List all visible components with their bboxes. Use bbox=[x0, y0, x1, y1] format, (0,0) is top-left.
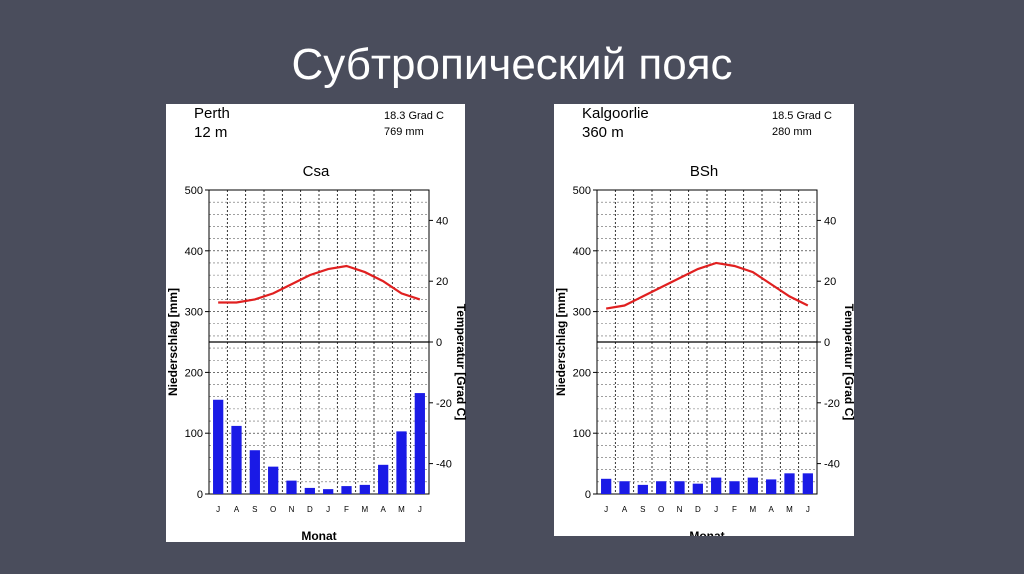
y-tick-label: 200 bbox=[573, 367, 591, 379]
month-label: A bbox=[380, 505, 386, 514]
y2-tick-label: 20 bbox=[436, 276, 448, 288]
precipitation-bar bbox=[323, 489, 334, 494]
annual-precipitation: 769 mm bbox=[384, 126, 424, 138]
y-tick-label: 100 bbox=[573, 428, 591, 440]
y-tick-label: 300 bbox=[185, 307, 203, 319]
month-label: A bbox=[622, 505, 628, 514]
precipitation-bar bbox=[231, 425, 242, 494]
mean-temperature: 18.5 Grad C bbox=[772, 110, 832, 122]
station-name: Kalgoorlie bbox=[582, 105, 649, 122]
precipitation-bar bbox=[729, 481, 740, 494]
climate-class: BSh bbox=[690, 163, 718, 180]
month-label: M bbox=[786, 505, 793, 514]
station-elevation: 360 m bbox=[582, 124, 624, 141]
precipitation-bar bbox=[213, 399, 224, 494]
month-label: J bbox=[714, 505, 718, 514]
y2-tick-label: 20 bbox=[824, 276, 836, 288]
month-label: J bbox=[604, 505, 608, 514]
precipitation-bar bbox=[784, 473, 795, 494]
y2-tick-label: 0 bbox=[824, 337, 830, 349]
y2-tick-label: 40 bbox=[436, 215, 448, 227]
month-label: J bbox=[326, 505, 330, 514]
precipitation-bar bbox=[766, 479, 777, 494]
x-axis-title: Monat bbox=[301, 529, 336, 542]
annual-precipitation: 280 mm bbox=[772, 126, 812, 138]
month-label: S bbox=[252, 505, 257, 514]
precipitation-bar bbox=[601, 478, 612, 494]
precipitation-bar bbox=[249, 450, 260, 494]
month-label: F bbox=[344, 505, 349, 514]
y2-tick-label: -20 bbox=[436, 398, 452, 410]
y-tick-label: 500 bbox=[185, 185, 203, 197]
month-label: O bbox=[658, 505, 664, 514]
y-tick-label: 100 bbox=[185, 428, 203, 440]
climate-class: Csa bbox=[303, 163, 330, 180]
y2-tick-label: -40 bbox=[824, 459, 840, 471]
precipitation-bar bbox=[341, 486, 352, 494]
y2-tick-label: 0 bbox=[436, 337, 442, 349]
precipitation-bar bbox=[656, 481, 667, 494]
month-label: N bbox=[677, 505, 683, 514]
month-label: A bbox=[234, 505, 240, 514]
y-axis-title: Niederschlag [mm] bbox=[166, 288, 180, 396]
climate-chart-perth: Perth 12 m 18.3 Grad C 769 mm Csa 0 100 200 300 4… bbox=[166, 104, 466, 542]
y-tick-label: 0 bbox=[585, 489, 591, 501]
precipitation-bar bbox=[802, 473, 813, 494]
y2-axis-title: Temperatur [Grad C] bbox=[454, 304, 466, 420]
temperature-line bbox=[605, 261, 809, 310]
precipitation-bar bbox=[619, 481, 630, 494]
y-tick-label: 500 bbox=[573, 185, 591, 197]
y2-axis-title: Temperatur [Grad C] bbox=[842, 304, 854, 420]
y-tick-label: 400 bbox=[185, 246, 203, 258]
precipitation-bar bbox=[414, 393, 425, 494]
y-tick-label: 0 bbox=[197, 489, 203, 501]
chart-svg-kalgoorlie: Kalgoorlie 360 m 18.5 Grad C 280 mm BSh 0 100 2… bbox=[554, 105, 854, 536]
x-axis-title: Monat bbox=[689, 529, 724, 536]
month-label: J bbox=[418, 505, 422, 514]
precipitation-bar bbox=[359, 484, 370, 494]
precipitation-bar bbox=[711, 477, 722, 494]
precipitation-bar bbox=[396, 431, 407, 494]
month-label: O bbox=[270, 505, 276, 514]
y2-tick-label: -40 bbox=[436, 459, 452, 471]
precipitation-bar bbox=[674, 481, 685, 494]
month-label: D bbox=[695, 505, 701, 514]
y-tick-label: 300 bbox=[573, 307, 591, 319]
month-label: J bbox=[216, 505, 220, 514]
month-label: J bbox=[806, 505, 810, 514]
temperature-line bbox=[218, 264, 421, 304]
precipitation-bar bbox=[378, 464, 389, 494]
y2-tick-label: -20 bbox=[824, 398, 840, 410]
precipitation-bar bbox=[692, 483, 703, 494]
station-elevation: 12 m bbox=[194, 124, 227, 141]
mean-temperature: 18.3 Grad C bbox=[384, 110, 444, 122]
precipitation-bar bbox=[637, 484, 648, 494]
slide-title: Субтропический пояс bbox=[291, 40, 733, 89]
y-tick-label: 200 bbox=[185, 367, 203, 379]
y2-tick-label: 40 bbox=[824, 215, 836, 227]
climate-chart-kalgoorlie: Kalgoorlie 360 m 18.5 Grad C 280 mm BSh 0 100 2… bbox=[554, 104, 854, 536]
month-label: M bbox=[361, 505, 368, 514]
precipitation-bar bbox=[747, 477, 758, 494]
month-label: S bbox=[640, 505, 645, 514]
precipitation-bar bbox=[268, 466, 279, 494]
month-label: M bbox=[398, 505, 405, 514]
month-label: A bbox=[768, 505, 774, 514]
month-label: F bbox=[732, 505, 737, 514]
month-label: M bbox=[749, 505, 756, 514]
y-axis-title: Niederschlag [mm] bbox=[554, 288, 568, 396]
y-tick-label: 400 bbox=[573, 246, 591, 258]
month-label: D bbox=[307, 505, 313, 514]
month-label: N bbox=[289, 505, 295, 514]
precipitation-bar bbox=[304, 487, 315, 494]
precipitation-bar bbox=[286, 480, 297, 494]
station-name: Perth bbox=[194, 105, 230, 122]
